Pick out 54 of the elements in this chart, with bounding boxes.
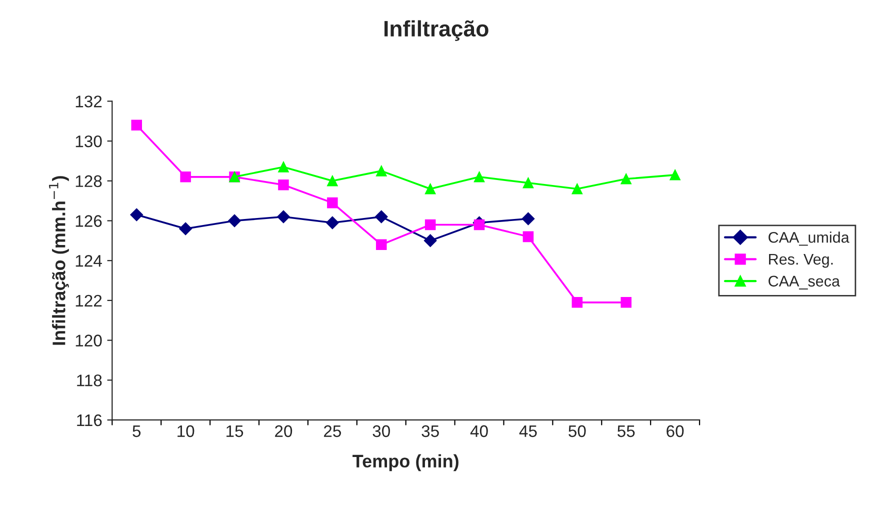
point [474,219,485,230]
x-tick-label: 45 [519,425,537,438]
point [277,210,290,224]
y-tick-label: 128 [76,175,102,188]
point [620,174,632,184]
x-tick-label: 20 [275,425,292,438]
point [474,172,485,182]
x-tick-label: 25 [324,425,341,438]
point [278,180,289,190]
point [572,297,583,308]
legend-label: CAA_umida [768,232,850,246]
legend-label: Res. Veg. [769,254,833,268]
x-tick-label: 40 [470,425,488,438]
point [424,219,436,230]
point [327,176,338,186]
y-tick-label: 130 [76,135,102,148]
point [326,216,339,230]
point [278,162,289,172]
y-tick-label: 122 [76,294,102,306]
point [131,120,142,130]
y-tick-label: 132 [76,96,102,108]
point [424,234,437,248]
point [670,170,680,180]
point [376,239,387,250]
point [180,172,191,182]
point [620,297,632,308]
y-axis-title: Infiltração (mm.h$^{−1}$) [49,176,69,345]
chart-title: Infiltração [384,20,488,41]
y-tick-label: 126 [76,215,102,227]
point [179,222,192,236]
point [424,183,436,194]
y-tick-label: 116 [77,414,102,426]
point [572,183,583,194]
x-tick-label: 35 [422,425,439,438]
y-tick-label: 124 [76,254,102,267]
x-tick-label: 30 [372,425,390,438]
x-tick-label: 10 [178,425,194,438]
point [376,166,387,176]
y-tick-label: 118 [77,374,102,386]
x-tick-label: 50 [568,425,586,438]
point [130,208,144,222]
point [522,231,534,242]
point [327,197,338,208]
legend-label: CAA_seca [768,276,840,290]
x-tick-label: 60 [666,425,684,438]
point [374,210,388,224]
point [522,212,535,226]
y-tick-label: 120 [76,334,102,346]
x-axis-title: Tempo (min) [352,454,458,472]
point [522,178,534,188]
x-tick-label: 15 [226,425,244,438]
point [228,214,241,228]
x-tick-label: 55 [618,425,635,438]
x-tick-label: 5 [132,425,141,438]
